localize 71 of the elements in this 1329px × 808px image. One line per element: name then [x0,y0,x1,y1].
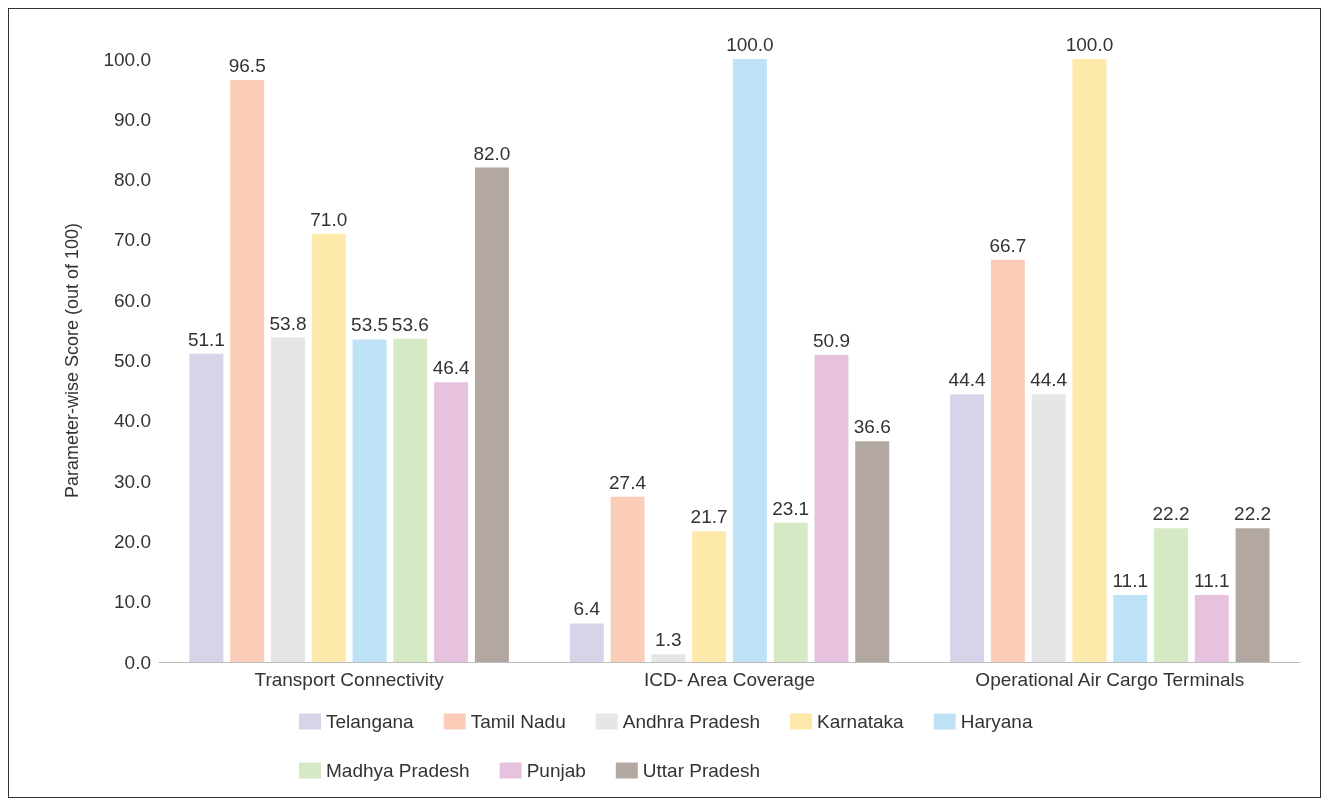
y-tick-label: 70.0 [114,229,151,251]
y-tick-label: 60.0 [114,289,151,311]
x-tick-label: Operational Air Cargo Terminals [975,669,1245,690]
y-tick-label: 90.0 [114,108,151,130]
y-tick-label: 10.0 [114,591,151,613]
data-label: 21.7 [690,506,728,528]
y-tick-label: 80.0 [114,169,151,191]
bar [311,233,346,662]
data-label: 22.2 [1234,503,1272,525]
bar [1113,595,1148,662]
x-tick-label: Transport Connectivity [254,669,445,690]
bar [230,80,265,662]
data-label: 66.7 [989,234,1027,256]
data-label: 6.4 [573,598,601,620]
data-label: 71.0 [310,208,348,230]
bar [732,59,767,662]
bar [189,353,224,662]
data-label: 11.1 [1112,570,1149,592]
data-label: 27.4 [609,471,647,493]
bar [271,337,305,662]
data-label: 53.6 [391,313,429,335]
legend-label: Uttar Pradesh [642,760,761,781]
bar [651,654,686,662]
data-label: 44.4 [948,369,987,391]
bar [610,496,645,662]
data-label: 23.1 [772,497,810,519]
y-tick-label: 100.0 [103,48,151,70]
data-label: 44.4 [1030,369,1068,391]
data-label: 53.8 [269,312,307,334]
bar [950,394,985,662]
y-tick-label: 40.0 [114,410,151,432]
bar [1154,528,1188,662]
y-tick-label: 20.0 [114,530,151,552]
legend-label: Telangana [326,711,415,732]
legend-label: Karnataka [817,711,905,732]
bar [569,623,604,662]
data-label: 53.5 [351,314,389,336]
bar [814,355,849,662]
data-label: 51.1 [187,328,225,350]
data-label: 36.6 [853,416,891,438]
bar [1031,394,1066,662]
bar [855,441,890,662]
data-label: 50.9 [812,330,850,352]
bar [1194,595,1229,662]
legend-label: Haryana [960,711,1033,732]
y-tick-label: 0.0 [124,651,151,673]
data-label: 11.1 [1194,570,1230,592]
bar [1235,528,1270,662]
data-label: 1.3 [655,629,682,651]
legend-label: Punjab [526,760,586,781]
bar [434,382,469,662]
bar [692,531,727,662]
legend-label: Andhra Pradesh [622,711,761,732]
data-label: 100.0 [726,34,774,55]
legend-label: Madhya Pradesh [326,760,470,781]
bar [393,338,428,662]
x-tick-label: ICD- Area Coverage [643,669,816,690]
data-label: 82.0 [473,142,511,164]
data-label: 100.0 [1065,34,1114,55]
data-label: 22.2 [1152,503,1190,525]
bar [1072,59,1107,662]
y-axis-title: Parameter-wise Score (out of 100) [62,222,82,499]
y-tick-label: 30.0 [114,470,151,492]
data-label: 46.4 [432,357,471,379]
bar [990,259,1025,662]
bar [474,167,509,662]
data-label: 96.5 [228,55,266,77]
bar [773,522,808,662]
legend-label: Tamil Nadu [470,711,566,732]
bar [352,339,387,662]
y-tick-label: 50.0 [114,350,151,371]
